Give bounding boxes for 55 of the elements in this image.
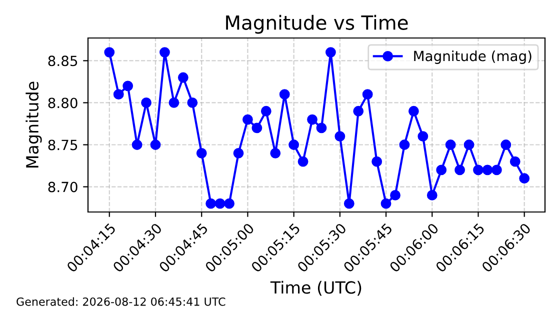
point: [353, 106, 364, 116]
point: [104, 47, 115, 58]
point: [334, 131, 346, 142]
point: [187, 98, 198, 108]
point: [196, 148, 207, 158]
point: [214, 198, 226, 209]
point: [510, 156, 520, 167]
point: [160, 47, 170, 58]
y-axis-title: Magnitude: [26, 82, 42, 168]
point: [122, 80, 134, 92]
point: [500, 140, 512, 150]
y-tick-label: 8.70: [48, 182, 78, 192]
point: [113, 89, 124, 100]
point: [436, 164, 447, 176]
y-tick-label: 8.80: [48, 98, 78, 108]
point: [426, 190, 438, 200]
point: [132, 140, 142, 150]
point: [316, 122, 327, 134]
point: [178, 72, 188, 83]
point: [454, 164, 466, 176]
point: [390, 190, 400, 200]
point: [279, 89, 290, 100]
text: Generated: 2026-08-12 06:45:41 UTC: [16, 297, 226, 306]
point: [464, 140, 474, 150]
point: [298, 156, 308, 167]
point: [242, 114, 253, 125]
chart-title: Magnitude vs Time: [226, 14, 408, 34]
point: [168, 98, 180, 108]
point: [233, 148, 244, 158]
point: [270, 148, 281, 158]
x-axis-title: Time (UTC): [270, 280, 362, 296]
point: [445, 140, 456, 150]
point: [252, 122, 262, 134]
point: [307, 114, 318, 125]
point: [206, 198, 216, 209]
point: [141, 98, 152, 108]
point: [399, 140, 410, 150]
point: [224, 198, 234, 209]
point: [519, 173, 530, 184]
point: [372, 156, 382, 167]
point: [482, 164, 493, 176]
legend-label: Magnitude (mag): [414, 50, 532, 64]
point: [362, 89, 373, 100]
point: [380, 198, 392, 209]
point: [344, 198, 354, 209]
point: [260, 106, 272, 116]
point: [150, 140, 161, 150]
point: [288, 140, 300, 150]
point: [473, 164, 484, 176]
point: [491, 164, 502, 176]
point: [418, 131, 428, 142]
y-tick-label: 8.85: [48, 56, 78, 66]
point: [408, 106, 419, 116]
point: [325, 47, 336, 58]
y-tick-label: 8.75: [48, 140, 78, 150]
